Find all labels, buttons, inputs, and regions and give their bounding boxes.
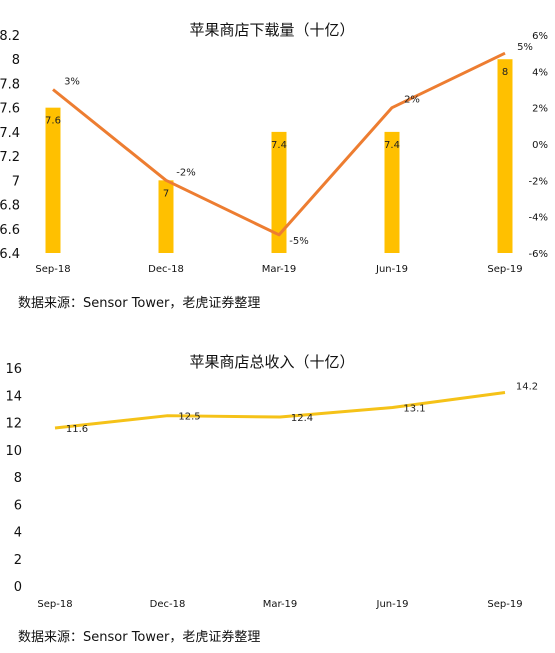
- downloads-chart: 苹果商店下载量（十亿） 6.4 6.6 6.8 7 7.2 7.4 7.6 7.8 8 8.2 -…: [0, 21, 548, 275]
- line-data-label: 13.1: [403, 404, 425, 415]
- y-tick-label: 8.2: [0, 29, 20, 44]
- bar-data-label: 8: [502, 67, 508, 78]
- line-data-label: 12.4: [291, 413, 313, 424]
- y2-tick-label: -2%: [529, 176, 548, 187]
- bar-data-label: 7: [163, 188, 169, 199]
- revenue-chart: 苹果商店总收入（十亿） 0 2 4 6 8 10 12 14 16 11.6 12.5 12.4 13…: [5, 353, 538, 610]
- line-data-label: 14.2: [516, 382, 538, 393]
- y2-tick-label: -4%: [529, 213, 548, 224]
- y-tick-label: 16: [5, 362, 22, 377]
- line-data-label: -5%: [289, 236, 308, 247]
- revenue-line: [54, 391, 506, 430]
- chart-title: 苹果商店下载量（十亿）: [189, 21, 354, 39]
- y-tick-label: 12: [5, 417, 22, 432]
- x-tick-label: Jun-19: [375, 264, 408, 275]
- line-data-label: 3%: [64, 77, 80, 88]
- bar: [158, 180, 174, 253]
- y-tick-label: 7.4: [0, 126, 20, 141]
- line-data-label: 2%: [404, 95, 420, 106]
- x-tick-label: Sep-19: [487, 599, 522, 610]
- y2-tick-label: 4%: [532, 67, 548, 78]
- x-tick-label: Sep-18: [35, 264, 70, 275]
- line-data-label: 5%: [517, 42, 533, 53]
- x-tick-label: Dec-18: [150, 599, 186, 610]
- growth-line: [52, 51, 506, 237]
- y-tick-label: 2: [14, 553, 22, 568]
- y-tick-label: 10: [5, 444, 22, 459]
- y-tick-label: 8: [12, 53, 20, 68]
- source-note: 数据来源：Sensor Tower，老虎证券整理: [18, 630, 261, 645]
- y2-tick-label: 0%: [532, 140, 548, 151]
- y-tick-label: 14: [5, 389, 22, 404]
- y-tick-label: 7: [12, 174, 20, 189]
- bar: [45, 107, 61, 254]
- y-tick-label: 7.6: [0, 102, 20, 117]
- y-tick-label: 4: [14, 526, 22, 541]
- y-tick-label: 6: [14, 498, 22, 513]
- x-tick-label: Sep-18: [37, 599, 72, 610]
- y-tick-label: 6.4: [0, 247, 20, 262]
- y2-tick-label: 6%: [532, 31, 548, 42]
- y-tick-label: 7.8: [0, 77, 20, 92]
- source-note: 数据来源：Sensor Tower，老虎证券整理: [18, 296, 261, 311]
- y-tick-label: 0: [14, 580, 22, 595]
- x-tick-label: Sep-19: [487, 264, 522, 275]
- y2-tick-label: 2%: [532, 104, 548, 115]
- line-data-label: 11.6: [66, 424, 88, 435]
- y-tick-label: 7.2: [0, 150, 20, 165]
- bar-data-label: 7.4: [271, 140, 287, 151]
- bar-data-label: 7.6: [45, 116, 61, 127]
- x-tick-label: Jun-19: [376, 599, 409, 610]
- y-tick-label: 6.8: [0, 199, 20, 214]
- line-data-label: -2%: [176, 167, 195, 178]
- x-tick-label: Mar-19: [262, 264, 297, 275]
- x-tick-label: Dec-18: [148, 264, 184, 275]
- y-tick-label: 8: [14, 471, 22, 486]
- bar-data-label: 7.4: [384, 140, 400, 151]
- bar: [497, 59, 513, 253]
- x-tick-label: Mar-19: [263, 599, 298, 610]
- bar: [384, 131, 400, 253]
- y2-tick-label: -6%: [529, 249, 548, 260]
- chart-title: 苹果商店总收入（十亿）: [189, 353, 354, 371]
- bar: [271, 131, 287, 253]
- y-tick-label: 6.6: [0, 223, 20, 238]
- line-data-label: 12.5: [178, 412, 200, 423]
